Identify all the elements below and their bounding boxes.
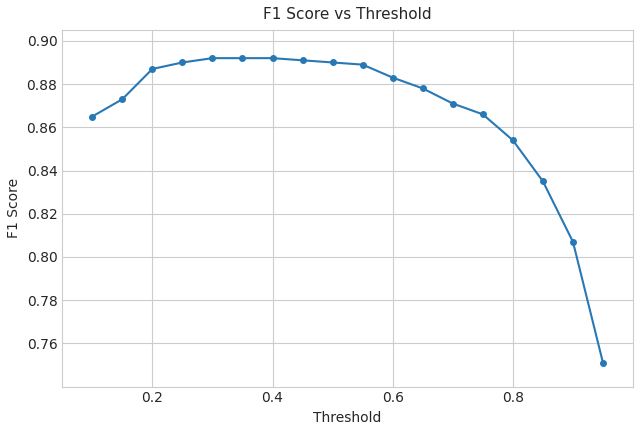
Y-axis label: F1 Score: F1 Score: [7, 178, 21, 238]
Title: F1 Score vs Threshold: F1 Score vs Threshold: [263, 7, 432, 22]
X-axis label: Threshold: Threshold: [314, 411, 382, 425]
